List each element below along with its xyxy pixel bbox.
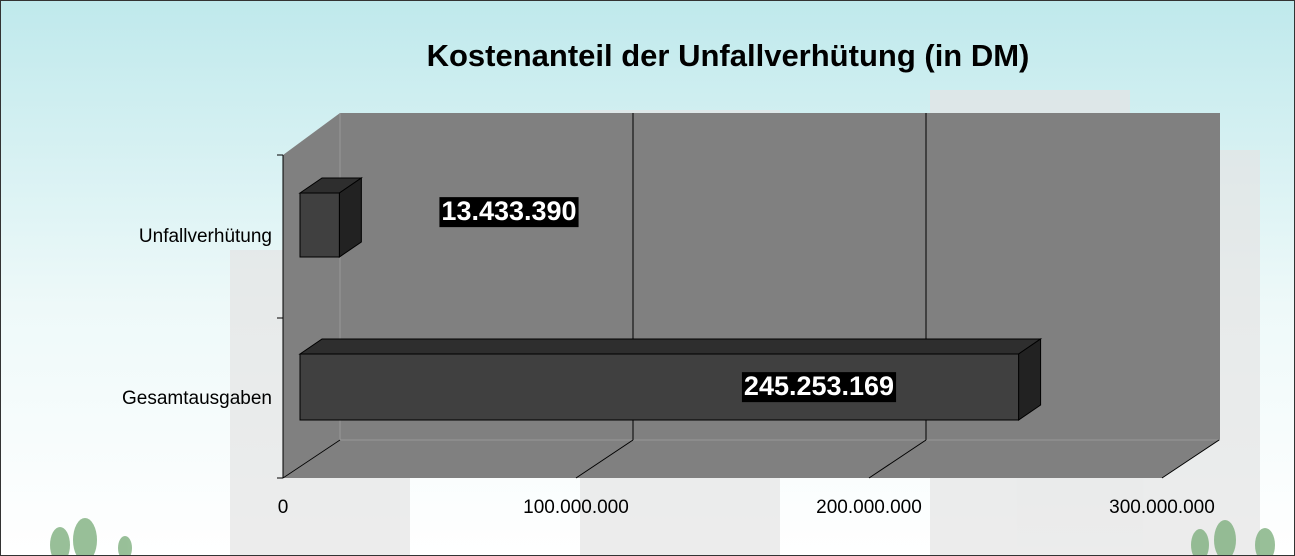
data-label: 245.253.169 xyxy=(744,371,894,401)
data-label-group: 245.253.169 xyxy=(742,371,896,402)
data-label-group: 13.433.390 xyxy=(439,196,578,227)
x-tick-label: 300.000.000 xyxy=(1109,497,1215,518)
data-label: 13.433.390 xyxy=(441,196,576,226)
bar xyxy=(300,354,1019,420)
plot-wall xyxy=(283,113,1220,478)
chart-title: Kostenanteil der Unfallverhütung (in DM) xyxy=(427,38,1030,73)
chart: Kostenanteil der Unfallverhütung (in DM)… xyxy=(0,0,1295,556)
bar xyxy=(300,193,339,257)
x-tick-label: 200.000.000 xyxy=(816,497,922,518)
x-tick-label: 0 xyxy=(278,497,289,518)
x-tick-label: 100.000.000 xyxy=(523,497,629,518)
bar-side xyxy=(1019,339,1041,420)
y-tick-label: Gesamtausgaben xyxy=(122,388,272,409)
bar-top xyxy=(300,339,1041,354)
y-tick-label: Unfallverhütung xyxy=(139,226,272,247)
